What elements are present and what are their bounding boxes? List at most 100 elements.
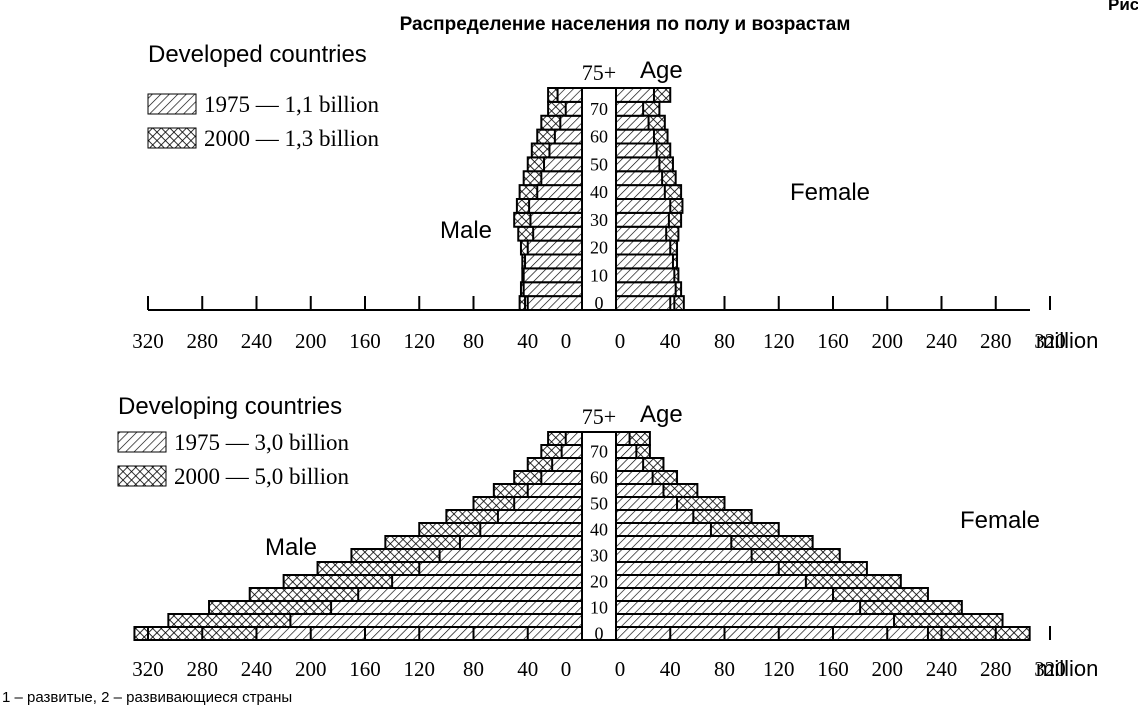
age-tick-label: 20 [590, 238, 608, 258]
male-bar [556, 87, 584, 103]
x-tick-label: 80 [714, 329, 735, 353]
male-label: Male [265, 534, 317, 561]
female-label: Female [960, 507, 1040, 534]
x-tick-label: 80 [463, 657, 484, 681]
legend-swatch [147, 93, 197, 115]
female-bar [615, 483, 665, 498]
x-tick-label: 80 [714, 657, 735, 681]
title: Распределение населения по полу и возрас… [400, 14, 851, 35]
male-bar [540, 170, 583, 187]
female-bar [615, 613, 896, 628]
male-bar [551, 457, 583, 472]
x-tick-label: 40 [660, 657, 681, 681]
age-tick-label: 20 [590, 572, 608, 592]
male-bar [458, 535, 583, 550]
legend-swatch [117, 465, 167, 487]
x-tick-label: 120 [404, 329, 436, 353]
legend-label: 1975 — 1,1 billion [204, 92, 380, 117]
x-tick-label: 320 [132, 329, 164, 353]
x-tick-label: 280 [187, 329, 219, 353]
male-bar [496, 509, 584, 524]
male-label: Male [440, 217, 492, 244]
age-tick-label: 10 [590, 598, 608, 618]
female-bar [615, 156, 661, 173]
male-bar [524, 295, 583, 311]
male-bar [532, 225, 583, 242]
x-tick-label: 280 [980, 657, 1012, 681]
male-bar [564, 100, 583, 117]
x-tick-label: 240 [926, 329, 958, 353]
age-tick-label: 0 [595, 624, 604, 644]
age-tick-label: 30 [590, 210, 608, 230]
female-bar [615, 142, 658, 159]
male-bar [513, 496, 583, 511]
x-tick-label: 320 [1034, 329, 1066, 353]
x-tick-label: 240 [241, 657, 273, 681]
x-tick-label: 280 [980, 329, 1012, 353]
female-bar [615, 170, 664, 187]
female-bar [615, 128, 655, 145]
male-bar [357, 587, 583, 602]
male-bar [564, 431, 583, 446]
x-tick-label: 120 [763, 657, 795, 681]
female-bar [615, 198, 672, 214]
female-bar [615, 253, 674, 270]
age-tick-label: 60 [590, 468, 608, 488]
x-tick-label: 160 [349, 329, 381, 353]
male-bar [330, 600, 583, 615]
female-bar [615, 509, 695, 524]
female-bar [615, 281, 677, 298]
male-bar [522, 281, 584, 298]
x-tick-label: 40 [517, 329, 538, 353]
male-bar [526, 483, 583, 498]
legend-label: 2000 — 1,3 billion [204, 126, 380, 151]
legend-swatch [117, 431, 167, 453]
female-bar [615, 561, 780, 576]
age-tick-label: 70 [590, 99, 608, 119]
female-bar [615, 600, 862, 615]
female-bar [615, 239, 672, 256]
female-bar [615, 457, 645, 472]
x-tick-label: 120 [763, 329, 795, 353]
x-tick-label: 0 [615, 329, 626, 353]
legend-swatch [147, 127, 197, 149]
female-bar [615, 444, 638, 459]
male-bar [553, 128, 583, 145]
x-tick-label: 0 [561, 657, 572, 681]
x-tick-label: 40 [660, 329, 681, 353]
male-bar [559, 114, 583, 131]
footer: 1 – развитые, 2 – развивающиеся страны [2, 689, 292, 706]
female-bar [615, 548, 753, 563]
x-tick-label: 160 [817, 657, 849, 681]
x-tick-label: 80 [463, 329, 484, 353]
age-column [581, 431, 617, 641]
age-tick-label: 10 [590, 265, 608, 285]
age-tick-label: 0 [595, 293, 604, 313]
x-tick-label: 160 [349, 657, 381, 681]
male-bar [479, 522, 583, 537]
male-bar [529, 211, 584, 228]
male-bar [528, 198, 584, 214]
male-bar [438, 548, 583, 563]
x-tick-label: 0 [615, 657, 626, 681]
x-tick-label: 160 [817, 329, 849, 353]
x-tick-label: 280 [187, 657, 219, 681]
female-label: Female [790, 179, 870, 206]
x-tick-label: 40 [517, 657, 538, 681]
legend-label: 2000 — 5,0 billion [174, 464, 350, 489]
female-bar [615, 114, 650, 131]
unit-label: million [1036, 328, 1098, 353]
age-tick-label: 70 [590, 442, 608, 462]
age-tick-label: 60 [590, 127, 608, 147]
female-bar [615, 225, 668, 242]
x-tick-label: 320 [1034, 657, 1066, 681]
legend-label: 1975 — 3,0 billion [174, 430, 350, 455]
male-bar [391, 574, 583, 589]
female-bar [615, 211, 670, 228]
female-bar [615, 574, 807, 589]
male-bar [526, 239, 583, 256]
female-bar [615, 626, 929, 641]
female-bar [615, 295, 676, 311]
x-tick-label: 120 [404, 657, 436, 681]
